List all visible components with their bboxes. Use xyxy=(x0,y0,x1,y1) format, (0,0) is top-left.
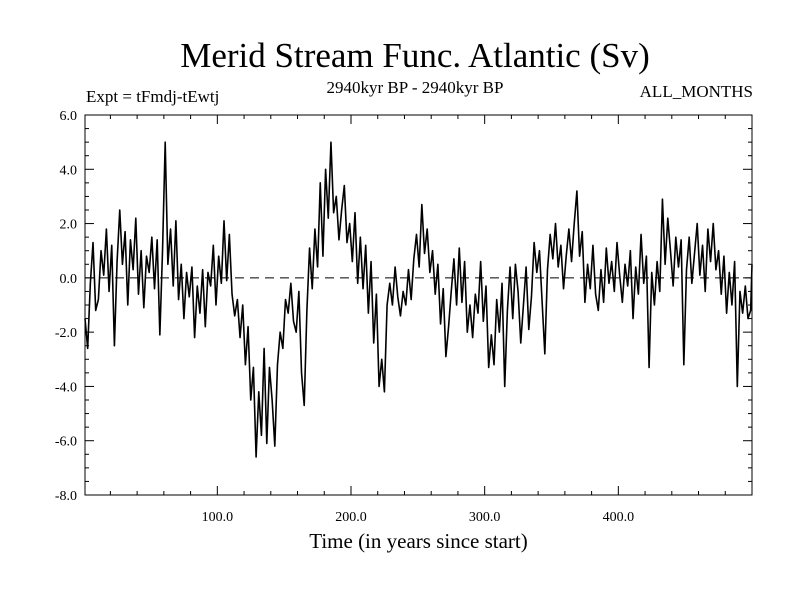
x-tick-label: 400.0 xyxy=(603,510,635,525)
y-tick-label: -6.0 xyxy=(55,435,77,450)
x-axis-label: Time (in years since start) xyxy=(309,529,528,553)
y-tick-label: -8.0 xyxy=(55,489,77,504)
y-tick-label: 4.0 xyxy=(60,163,78,178)
period-label: 2940kyr BP - 2940kyr BP xyxy=(326,78,504,97)
y-tick-label: -2.0 xyxy=(55,326,77,341)
x-tick-label: 300.0 xyxy=(469,510,501,525)
x-tick-label: 100.0 xyxy=(202,510,234,525)
y-tick-label: 2.0 xyxy=(60,218,78,233)
x-tick-label: 200.0 xyxy=(335,510,367,525)
y-tick-label: -4.0 xyxy=(55,380,77,395)
series-line xyxy=(84,141,753,458)
y-tick-label: 0.0 xyxy=(60,272,78,287)
chart-title: Merid Stream Func. Atlantic (Sv) xyxy=(180,36,650,75)
months-label: ALL_MONTHS xyxy=(639,82,753,101)
y-tick-label: 6.0 xyxy=(60,109,78,124)
experiment-label: Expt = tFmdj-tEwtj xyxy=(86,87,220,106)
